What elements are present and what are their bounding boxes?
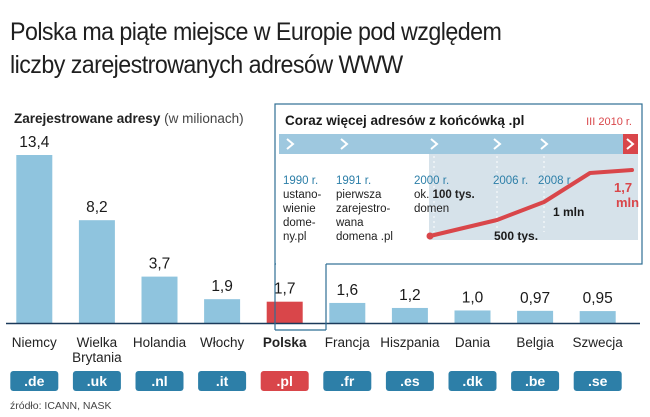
chart-title: Polska ma piąte miejsce w Europie pod wz… bbox=[10, 16, 596, 82]
value-label-7: 1,0 bbox=[462, 289, 484, 306]
inset-plot-left bbox=[279, 154, 429, 240]
event-year-3: 2006 r. bbox=[493, 175, 528, 187]
bar-8 bbox=[517, 310, 554, 323]
growth-point-start bbox=[426, 232, 434, 240]
category-label-6: Hiszpania bbox=[380, 335, 440, 350]
event-text-0-1: wienie bbox=[282, 203, 316, 215]
timeline-marker-0 bbox=[286, 138, 295, 150]
bar-4 bbox=[266, 301, 303, 323]
category-label-5: Francja bbox=[325, 335, 371, 350]
category-label-1-1: Brytania bbox=[72, 350, 122, 365]
timeline-band bbox=[279, 134, 638, 154]
growth-line bbox=[428, 168, 634, 238]
event-year-2: 2000 r. bbox=[414, 175, 449, 187]
domain-label-6: .es bbox=[400, 373, 420, 389]
domain-badge-0 bbox=[10, 371, 59, 391]
bar-6 bbox=[391, 307, 428, 323]
value-label-1: 8,2 bbox=[86, 199, 108, 216]
source-note: źródło: ICANN, NASK bbox=[10, 400, 112, 412]
bar-0 bbox=[16, 155, 53, 323]
growth-label-final-value: 1,7 bbox=[614, 180, 632, 195]
category-label-2: Holandia bbox=[133, 335, 187, 350]
title-line-1: Polska ma piąte miejsce w Europie pod wz… bbox=[10, 18, 502, 46]
bar-7 bbox=[454, 310, 491, 323]
category-label-1-0: Wielka bbox=[77, 335, 118, 350]
timeline-marker-1 bbox=[340, 138, 349, 150]
growth-label-final-unit: mln bbox=[616, 195, 639, 210]
event-text-0-2: dome- bbox=[283, 217, 316, 229]
event-text-0-3: ny.pl bbox=[283, 231, 306, 243]
category-label-3: Włochy bbox=[200, 335, 245, 350]
event-text-2-0: ok. 100 tys. bbox=[414, 189, 475, 201]
timeline-marker-2 bbox=[430, 138, 439, 150]
value-label-2: 3,7 bbox=[149, 256, 171, 273]
event-text-2-1: domen bbox=[414, 203, 449, 215]
inset-panel: Coraz więcej adresów z końcówką .pl III 2… bbox=[274, 103, 643, 331]
growth-label-1mln: 1 mln bbox=[553, 205, 584, 219]
event-text-1-3: domena .pl bbox=[336, 231, 393, 243]
domain-label-4: .pl bbox=[277, 373, 293, 389]
inset-end-label: III 2010 r. bbox=[586, 116, 632, 128]
category-label-0: Niemcy bbox=[12, 335, 57, 350]
domain-badge-2 bbox=[135, 371, 184, 391]
domain-label-5: .fr bbox=[340, 373, 355, 389]
domain-label-7: .dk bbox=[462, 373, 482, 389]
bar-3 bbox=[204, 299, 241, 323]
timeline-marker-3 bbox=[493, 138, 502, 150]
event-text-0-0: ustano- bbox=[283, 189, 322, 201]
bar-9 bbox=[579, 311, 616, 323]
domain-badge-8 bbox=[511, 371, 560, 391]
growth-label-500k: 500 tys. bbox=[494, 229, 538, 243]
value-label-8: 0,97 bbox=[520, 290, 550, 307]
event-year-1: 1991 r. bbox=[336, 175, 371, 187]
value-label-9: 0,95 bbox=[583, 290, 613, 307]
domain-label-1: .uk bbox=[87, 373, 107, 389]
category-label-7: Dania bbox=[455, 335, 491, 350]
timeline-end bbox=[623, 134, 638, 154]
value-label-6: 1,2 bbox=[399, 287, 421, 304]
domain-label-9: .se bbox=[588, 373, 608, 389]
value-label-4: 1,7 bbox=[274, 281, 296, 298]
event-text-1-1: zarejestro- bbox=[336, 203, 390, 215]
bar-2 bbox=[141, 276, 178, 323]
event-text-1-0: pierwsza bbox=[336, 189, 382, 201]
domain-badge-1 bbox=[72, 371, 121, 391]
domain-badge-9 bbox=[573, 371, 622, 391]
bar-5 bbox=[329, 302, 366, 323]
event-year-4: 2008 r. bbox=[538, 175, 573, 187]
timeline-marker-4 bbox=[540, 138, 549, 150]
domain-label-8: .be bbox=[525, 373, 545, 389]
domain-badge-6 bbox=[385, 371, 434, 391]
title-line-2: liczby zarejestrowanych adresów WWW bbox=[10, 51, 403, 79]
timeline-end-marker bbox=[626, 138, 635, 150]
category-label-8: Belgia bbox=[516, 335, 554, 350]
domain-badge-3 bbox=[198, 371, 247, 391]
event-text-1-2: wana bbox=[335, 217, 364, 229]
inset-header bbox=[279, 108, 638, 131]
bar-1 bbox=[78, 220, 115, 323]
inset-title: Coraz więcej adresów z końcówką .pl bbox=[285, 113, 524, 128]
domain-badge-4 bbox=[260, 371, 309, 391]
domain-label-3: .it bbox=[216, 373, 229, 389]
y-axis-label-main: Zarejestrowane adresy bbox=[14, 111, 161, 126]
domain-badge-7 bbox=[448, 371, 497, 391]
inset-connector-gap bbox=[276, 262, 326, 270]
category-label-4: Polska bbox=[263, 335, 307, 350]
category-label-9: Szwecja bbox=[573, 335, 624, 350]
value-label-5: 1,6 bbox=[337, 282, 359, 299]
y-axis-label: Zarejestrowane adresy (w milionach) bbox=[14, 111, 244, 126]
domain-label-0: .de bbox=[24, 373, 44, 389]
domain-badge-5 bbox=[323, 371, 372, 391]
domain-label-2: .nl bbox=[151, 373, 167, 389]
value-label-3: 1,9 bbox=[211, 278, 233, 295]
y-axis-label-unit: (w milionach) bbox=[164, 111, 244, 126]
value-label-0: 13,4 bbox=[19, 134, 50, 151]
event-year-0: 1990 r. bbox=[283, 175, 318, 187]
